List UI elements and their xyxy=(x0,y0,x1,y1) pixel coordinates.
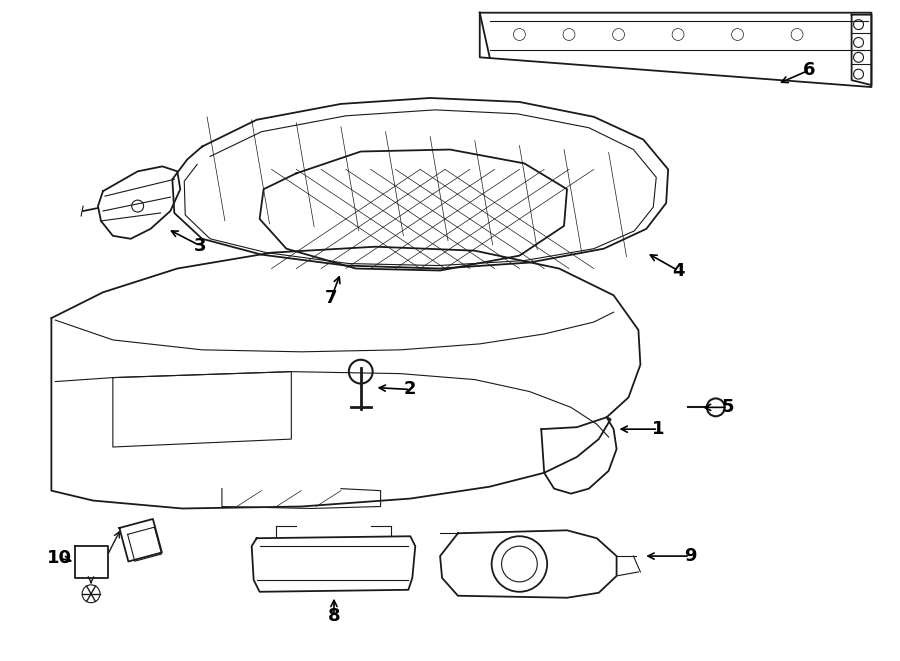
Text: 5: 5 xyxy=(722,399,734,416)
Text: 2: 2 xyxy=(404,381,417,399)
Text: 6: 6 xyxy=(803,61,815,79)
Text: 10: 10 xyxy=(47,549,72,567)
Text: 9: 9 xyxy=(684,547,697,565)
Text: 4: 4 xyxy=(671,262,684,280)
Text: 3: 3 xyxy=(194,237,206,254)
Text: 7: 7 xyxy=(325,290,338,307)
Text: 8: 8 xyxy=(328,607,340,625)
Text: 1: 1 xyxy=(652,420,664,438)
